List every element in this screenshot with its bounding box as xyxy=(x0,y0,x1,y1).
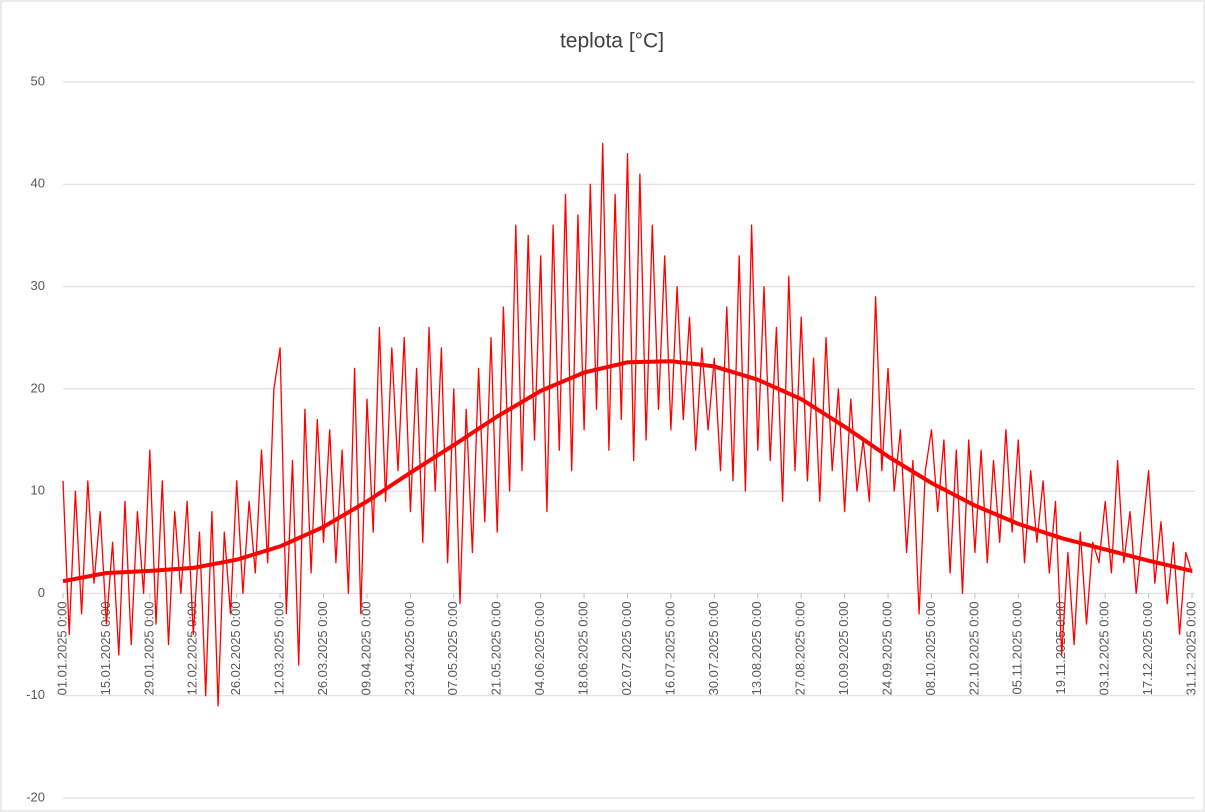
x-tick-label: 12.03.2025 0:00 xyxy=(272,601,287,695)
x-tick-label: 10.09.2025 0:00 xyxy=(836,601,851,695)
x-tick-label: 26.02.2025 0:00 xyxy=(228,601,243,695)
x-tick-label: 13.08.2025 0:00 xyxy=(749,601,764,695)
x-tick-label: 29.01.2025 0:00 xyxy=(141,601,156,695)
temperature-line xyxy=(62,359,1193,584)
x-tick-label: 12.02.2025 0:00 xyxy=(185,601,200,695)
x-tick-label: 08.10.2025 0:00 xyxy=(923,601,938,695)
x-tick-label: 26.03.2025 0:00 xyxy=(315,601,330,695)
y-tick-label: 30 xyxy=(31,278,45,293)
y-tick-label: 10 xyxy=(31,483,45,498)
x-tick-label: 24.09.2025 0:00 xyxy=(879,601,894,695)
y-tick-label: 40 xyxy=(31,176,45,191)
x-tick-label: 27.08.2025 0:00 xyxy=(793,601,808,695)
x-tick-label: 07.05.2025 0:00 xyxy=(445,601,460,695)
temperature-line xyxy=(62,142,1193,707)
chart-title: teplota [°C] xyxy=(560,30,664,53)
x-tick-label: 15.01.2025 0:00 xyxy=(98,601,113,695)
x-tick-label: 18.06.2025 0:00 xyxy=(576,601,591,695)
y-tick-label: -20 xyxy=(26,789,45,804)
y-tick-label: 50 xyxy=(31,73,45,88)
x-tick-label: 05.11.2025 0:00 xyxy=(1010,601,1025,694)
x-tick-label: 04.06.2025 0:00 xyxy=(532,601,547,695)
x-tick-label: 30.07.2025 0:00 xyxy=(706,601,721,695)
x-tick-label: 31.12.2025 0:00 xyxy=(1183,601,1198,695)
x-tick-label: 03.12.2025 0:00 xyxy=(1097,601,1112,695)
x-tick-label: 01.01.2025 0:00 xyxy=(54,601,69,695)
y-tick-label: 20 xyxy=(31,380,45,395)
y-tick-label: 0 xyxy=(38,585,45,600)
x-tick-label: 21.05.2025 0:00 xyxy=(489,601,504,695)
x-tick-label: 22.10.2025 0:00 xyxy=(966,601,981,695)
x-tick-label: 16.07.2025 0:00 xyxy=(662,601,677,695)
x-tick-label: 23.04.2025 0:00 xyxy=(402,601,417,695)
x-tick-label: 19.11.2025 0:00 xyxy=(1053,601,1068,694)
y-tick-label: -10 xyxy=(26,687,45,702)
x-tick-label: 02.07.2025 0:00 xyxy=(619,601,634,695)
x-tick-label: 17.12.2025 0:00 xyxy=(1140,601,1155,695)
x-tick-label: 09.04.2025 0:00 xyxy=(358,601,373,695)
